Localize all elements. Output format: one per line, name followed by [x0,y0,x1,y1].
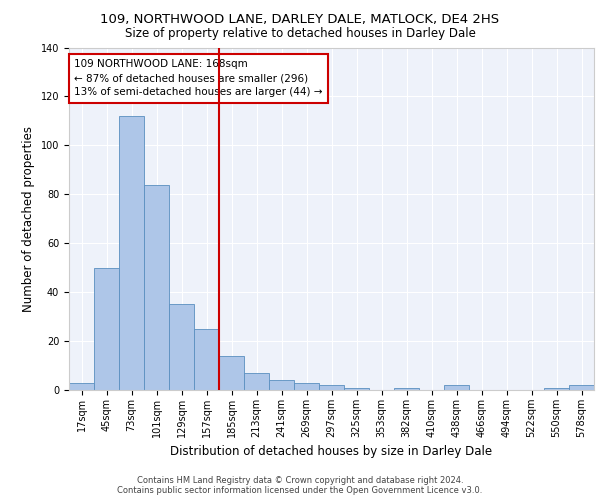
Bar [169,304,194,390]
Bar [219,356,244,390]
Bar [244,373,269,390]
Bar [269,380,294,390]
Y-axis label: Number of detached properties: Number of detached properties [22,126,35,312]
Bar [569,385,594,390]
Bar [294,382,319,390]
Bar [444,385,469,390]
Bar [194,329,219,390]
Text: 109 NORTHWOOD LANE: 168sqm
← 87% of detached houses are smaller (296)
13% of sem: 109 NORTHWOOD LANE: 168sqm ← 87% of deta… [74,60,323,98]
Bar [394,388,419,390]
Text: 109, NORTHWOOD LANE, DARLEY DALE, MATLOCK, DE4 2HS: 109, NORTHWOOD LANE, DARLEY DALE, MATLOC… [100,12,500,26]
Bar [94,268,119,390]
Bar [344,388,369,390]
Bar [544,388,569,390]
Bar [119,116,144,390]
Text: Size of property relative to detached houses in Darley Dale: Size of property relative to detached ho… [125,28,475,40]
Bar [69,382,94,390]
Bar [144,184,169,390]
Bar [319,385,344,390]
Text: Contains HM Land Registry data © Crown copyright and database right 2024.
Contai: Contains HM Land Registry data © Crown c… [118,476,482,495]
X-axis label: Distribution of detached houses by size in Darley Dale: Distribution of detached houses by size … [170,446,493,458]
